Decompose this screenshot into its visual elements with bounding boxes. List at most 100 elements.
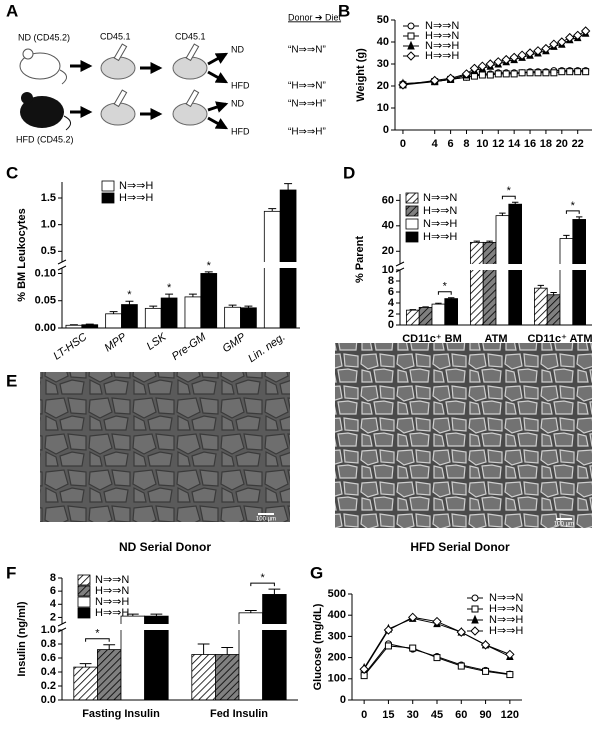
error-bar — [197, 643, 210, 655]
x-tick-label: 6 — [448, 138, 454, 150]
legend-label: H⇒⇒N — [489, 603, 523, 615]
point — [517, 50, 527, 60]
bar — [534, 287, 548, 326]
axis-break — [57, 621, 67, 627]
legend-marker — [406, 51, 416, 61]
legend-label: H⇒⇒H — [423, 231, 457, 243]
point — [558, 68, 566, 76]
legend-label: N⇒⇒N — [423, 192, 457, 204]
panel-label: A — [6, 1, 18, 20]
donor-label: HFD (CD45.2) — [16, 134, 74, 144]
y-tick-label: 10 — [382, 264, 394, 276]
mouse — [19, 52, 61, 80]
axis-break — [57, 259, 67, 265]
bar — [160, 297, 178, 329]
y-tick-label: 200 — [328, 652, 346, 664]
y-tick-label: 4 — [50, 598, 57, 610]
mouse-tail — [59, 69, 67, 85]
point — [457, 662, 465, 670]
y-tick-label: 50 — [377, 14, 389, 26]
diet: ND — [231, 44, 244, 54]
point — [432, 616, 442, 627]
x-tick-label: CD11c⁺ BM — [402, 333, 462, 345]
point — [445, 73, 456, 84]
group: “H⇒⇒H” — [288, 127, 326, 138]
point — [509, 52, 519, 63]
y-axis-label: Glucose (mg/dL) — [312, 603, 324, 690]
legend-label: N⇒⇒H — [119, 180, 153, 192]
legend-label: N⇒⇒H — [423, 218, 457, 230]
diet: HFD — [231, 126, 250, 136]
point — [502, 70, 510, 78]
legend-label: N⇒⇒N — [95, 574, 129, 586]
point — [557, 37, 567, 47]
point — [506, 671, 514, 679]
arrow — [207, 52, 229, 66]
y-axis-label: Insulin (ng/ml) — [16, 601, 28, 676]
legend-label: N⇒⇒N — [425, 20, 459, 32]
legend-label: N⇒⇒H — [425, 40, 459, 52]
bar — [263, 210, 281, 329]
x-tick-label: 120 — [501, 709, 519, 721]
diet: ND — [231, 98, 244, 108]
significance-label: * — [443, 281, 448, 293]
point — [565, 32, 575, 43]
x-tick-label: Lin. neg. — [246, 331, 287, 365]
significance-bracket — [250, 582, 275, 587]
x-tick-label: 45 — [431, 709, 443, 721]
significance-label: * — [127, 289, 132, 301]
error-bar — [448, 297, 455, 299]
y-tick-label: 100 — [328, 673, 346, 685]
x-tick-label: GMP — [220, 331, 248, 356]
bar — [184, 296, 202, 329]
error-bar — [150, 613, 163, 617]
x-tick-label: 18 — [540, 138, 552, 150]
significance-label: * — [571, 200, 576, 212]
arrow — [207, 70, 229, 84]
point — [409, 644, 417, 652]
point — [566, 68, 574, 76]
bar — [105, 313, 122, 329]
header: Donor ➔ Diet — [288, 12, 342, 22]
y-tick-label: 20 — [377, 80, 389, 92]
axis-break — [395, 261, 405, 267]
error-bar — [79, 663, 92, 668]
x-tick-label: MPP — [102, 331, 129, 355]
error-bar — [221, 647, 234, 655]
axis-break — [57, 265, 67, 271]
x-tick-label: Pre-GM — [170, 331, 209, 363]
bar — [262, 594, 287, 701]
bar — [559, 238, 574, 326]
panel-label: E — [6, 371, 17, 390]
y-tick-label: 30 — [377, 58, 389, 70]
point — [461, 69, 472, 79]
x-tick-label: 20 — [556, 138, 568, 150]
scale-bar — [258, 513, 274, 515]
bar — [144, 307, 162, 329]
y-tick-label: 0 — [388, 319, 394, 331]
bar — [279, 189, 297, 329]
error-bar — [537, 284, 544, 289]
legend-label: H⇒⇒H — [95, 607, 129, 619]
bar — [495, 215, 510, 326]
x-tick-label: 90 — [479, 709, 491, 721]
x-tick-label: 60 — [455, 709, 467, 721]
axis-break-gap — [63, 624, 299, 630]
legend-swatch — [405, 231, 419, 243]
point — [493, 57, 503, 67]
point — [580, 26, 591, 36]
recipient-label: CD45.1 — [100, 31, 131, 41]
y-tick-label: 0.4 — [41, 666, 57, 678]
x-tick-label: 15 — [382, 709, 394, 721]
group: “H⇒⇒N” — [288, 81, 326, 92]
bar — [418, 306, 433, 326]
micrographs: E 100 µm ND Serial Donor 100 µm HFD Seri… — [6, 343, 592, 554]
legend-label: H⇒⇒N — [423, 205, 457, 217]
y-tick-label: 500 — [328, 588, 346, 600]
panel-label: B — [338, 1, 350, 20]
axis-break-gap — [63, 262, 301, 268]
error-bar — [85, 323, 94, 325]
x-tick-label: 14 — [508, 138, 521, 150]
bar — [200, 273, 218, 329]
